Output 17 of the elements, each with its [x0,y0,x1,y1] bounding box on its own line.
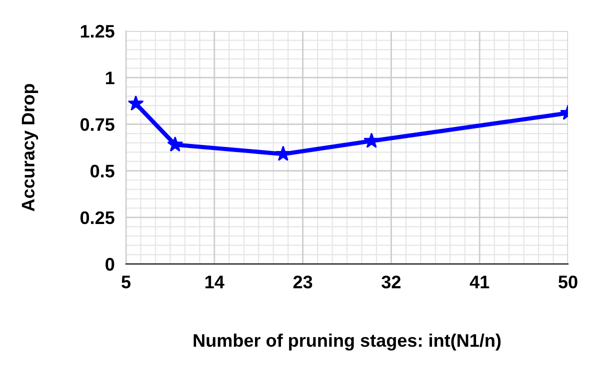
point [275,146,292,161]
x-tick-label: 23 [293,276,312,288]
y-tick-label: 0 [106,258,114,271]
y-tick-label: 1.25 [80,24,114,38]
y-axis-title: Accuracy Drop [22,84,38,212]
x-tick-label: 50 [558,276,578,288]
x-tick-label: 5 [122,276,131,288]
x-tick-label: 41 [470,276,490,288]
point [167,136,184,152]
y-tick-label: 1 [106,72,114,84]
y-tick-label: 0.5 [90,164,114,178]
y-tick-label: 0.25 [80,211,114,224]
y-tick-label: 0.75 [80,118,114,131]
x-tick-label: 32 [382,276,401,288]
point [128,95,144,111]
x-axis-title: Number of pruning stages: int(N1/n) [194,334,501,351]
x-tick-label: 14 [205,276,224,288]
